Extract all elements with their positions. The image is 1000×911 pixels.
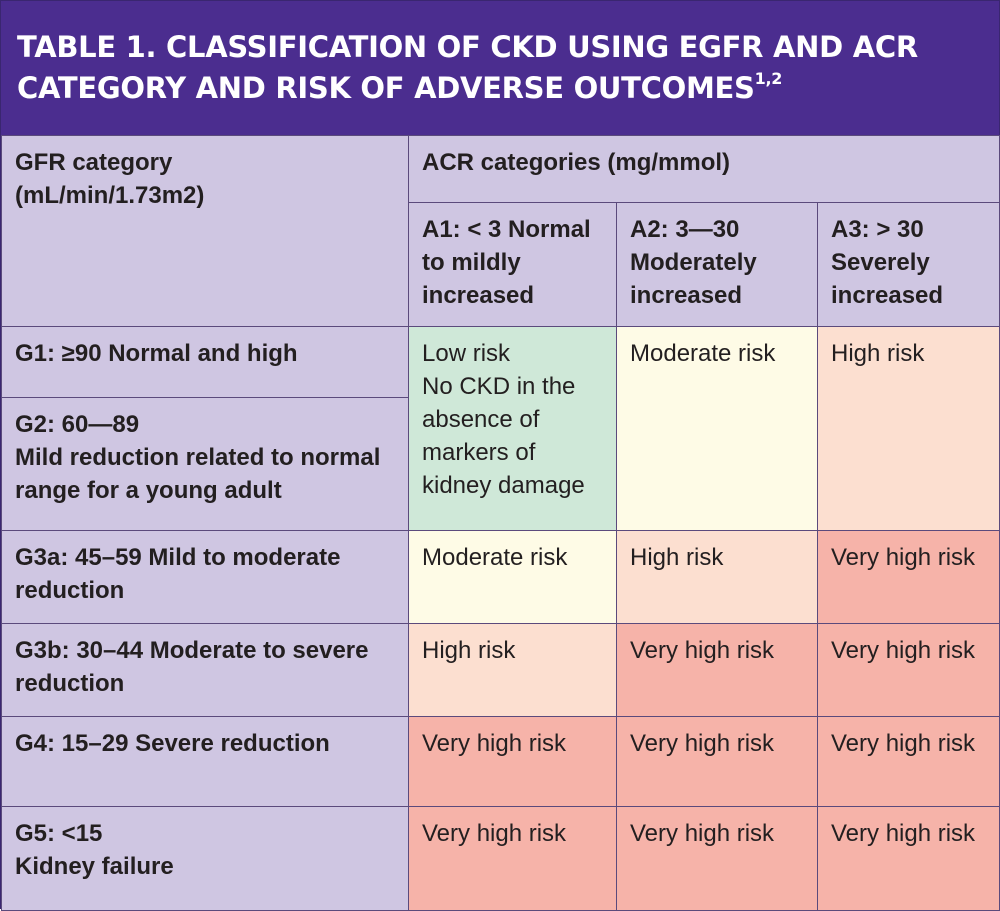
row-header-line: reduction: [15, 670, 125, 697]
acr-a1-line: increased: [422, 282, 535, 309]
row-header-line: G3a: 45–59 Mild to moderate: [15, 544, 341, 571]
row-header-g5: G5: <15 Kidney failure: [1, 806, 409, 911]
cell-g4-a2-very-high-risk: Very high risk: [616, 716, 818, 807]
risk-label: Low risk: [422, 340, 511, 367]
row-header-line: range for a young adult: [15, 477, 282, 504]
cell-g5-a3-very-high-risk: Very high risk: [816, 806, 1000, 911]
row-header-line: G2: 60—89: [15, 411, 140, 438]
ckd-risk-table: GFR category (mL/min/1.73m2) ACR categor…: [1, 135, 1000, 911]
row-header-line: G5: <15: [15, 820, 103, 847]
title-reference-superscript: 1,2: [754, 69, 783, 88]
table-row-g2: G2: 60—89 Mild reduction related to norm…: [1, 397, 1000, 531]
table-row-g5: G5: <15 Kidney failure Very high risk Ve…: [1, 806, 1000, 911]
header-row-acr: A1: < 3 Normal to mildly increased A2: 3…: [2, 202, 1000, 327]
cell-g1-g2-a2-moderate-risk: Moderate risk: [616, 326, 818, 531]
acr-a2-header: A2: 3—30 Moderately increased: [616, 202, 818, 327]
gfr-header-line: GFR category: [15, 149, 173, 176]
cell-g5-a2-very-high-risk: Very high risk: [616, 806, 818, 911]
header-row-top: GFR category (mL/min/1.73m2) ACR categor…: [1, 135, 1000, 327]
table-row-g3a: G3a: 45–59 Mild to moderate reduction Mo…: [1, 530, 1000, 624]
cell-g5-a1-very-high-risk: Very high risk: [408, 806, 617, 911]
cell-g3b-a2-very-high-risk: Very high risk: [616, 623, 818, 717]
acr-a2-line: Moderately: [630, 249, 757, 276]
cell-g4-a3-very-high-risk: Very high risk: [816, 716, 1000, 807]
row-header-g3a: G3a: 45–59 Mild to moderate reduction: [1, 530, 409, 624]
gfr-unit-line: (mL/min/1.73m2): [15, 182, 205, 209]
row-header-line: Mild reduction related to normal: [15, 444, 381, 471]
acr-a2-line: increased: [630, 282, 743, 309]
cell-g3a-a3-very-high-risk: Very high risk: [816, 530, 1000, 624]
acr-a2-line: A2: 3—30: [630, 216, 740, 243]
cell-g1-g2-a3-high-risk: High risk: [816, 326, 1000, 531]
cell-g3a-a1-moderate-risk: Moderate risk: [408, 530, 617, 624]
row-header-g4: G4: 15–29 Severe reduction: [1, 716, 409, 807]
risk-note-line: No CKD in the: [422, 373, 576, 400]
acr-a1-header: A1: < 3 Normal to mildly increased: [408, 202, 617, 327]
acr-a3-line: increased: [831, 282, 944, 309]
table-row-g3b: G3b: 30–44 Moderate to severe reduction …: [1, 623, 1000, 717]
table-title-text: TABLE 1. CLASSIFICATION OF CKD USING eGF…: [17, 30, 918, 105]
acr-categories-header: ACR categories (mg/mmol): [407, 135, 1000, 203]
risk-note-line: absence of: [422, 406, 540, 433]
row-header-g3b: G3b: 30–44 Moderate to severe reduction: [1, 623, 409, 717]
row-header-line: G3b: 30–44 Moderate to severe: [15, 637, 369, 664]
row-header-line: reduction: [15, 577, 125, 604]
gfr-category-header: GFR category (mL/min/1.73m2): [1, 135, 409, 327]
cell-g1-g2-a1-low-risk: Low risk No CKD in the absence of marker…: [408, 326, 617, 531]
cell-g3b-a1-high-risk: High risk: [408, 623, 617, 717]
risk-note-line: kidney damage: [422, 472, 585, 499]
cell-g3a-a2-high-risk: High risk: [616, 530, 818, 624]
cell-g3b-a3-very-high-risk: Very high risk: [816, 623, 1000, 717]
acr-a1-line: to mildly: [422, 249, 521, 276]
table-title: TABLE 1. CLASSIFICATION OF CKD USING eGF…: [1, 1, 999, 135]
table-row-g1: G1: ≥90 Normal and high Low risk No CKD …: [1, 326, 1000, 531]
acr-a3-line: Severely: [831, 249, 930, 276]
row-header-line: Kidney failure: [15, 853, 174, 880]
row-header-g1: G1: ≥90 Normal and high: [1, 326, 409, 398]
acr-a3-header: A3: > 30 Severely increased: [816, 202, 1000, 327]
risk-note-line: markers of: [422, 439, 536, 466]
cell-g4-a1-very-high-risk: Very high risk: [408, 716, 617, 807]
row-header-g2: G2: 60—89 Mild reduction related to norm…: [1, 397, 409, 531]
acr-a3-line: A3: > 30: [831, 216, 924, 243]
acr-a1-line: A1: < 3 Normal: [422, 216, 591, 243]
table-row-g4: G4: 15–29 Severe reduction Very high ris…: [1, 716, 1000, 807]
